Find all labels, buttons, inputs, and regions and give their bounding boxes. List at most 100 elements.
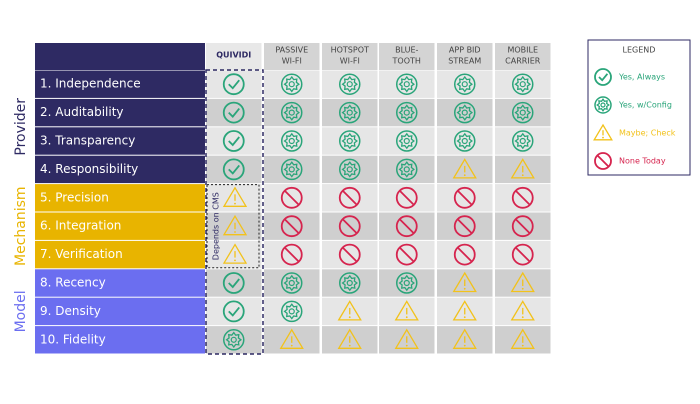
column-header: CARRIER [505,57,541,66]
icon-dot [602,136,604,139]
cell [322,70,378,98]
status-icon [594,68,612,86]
status-icon [279,328,304,349]
icon-hub [288,166,295,173]
icon-circle [512,73,534,95]
icon-hub [403,279,410,287]
status-icon [454,73,476,95]
row-label: 7. Verification [40,247,123,261]
row-label: 9. Density [40,304,101,318]
status-icon [453,243,476,266]
status-icon [594,152,612,170]
row-label-bg [35,98,205,127]
cell [495,70,551,98]
row-label-bg [35,297,205,326]
icon-hub [461,137,468,145]
icon-hub [288,81,295,88]
row-label: 8. Recency [40,276,106,290]
status-icon [511,215,534,238]
status-icon [452,328,477,349]
icon-triangle [452,271,477,293]
status-icon [395,243,418,266]
status-icon [222,158,245,181]
icon-triangle [510,271,535,293]
row-label-bg [35,127,205,155]
icon-triangle [337,300,362,321]
cell [379,70,435,98]
row-label: 3. Transparency [40,134,135,148]
row-label-bg [35,212,205,240]
icon-slash [284,190,300,206]
icon-gear [456,104,473,121]
column-header: QUIVIDI [216,51,251,60]
icon-triangle [452,328,477,349]
icon-slash [515,218,531,234]
icon-slash [284,218,300,234]
icon-dot [521,174,524,177]
status-icon [222,272,245,294]
row-label-bg [35,155,205,184]
icon-circle [339,272,361,294]
icon-circle [396,158,418,181]
icon-hub [403,81,410,88]
icon-slash [342,246,358,263]
status-icon [396,158,418,181]
icon-circle [280,243,303,266]
icon-gear [283,303,300,320]
column-header: WI-FI [340,57,360,66]
icon-triangle [337,328,362,349]
icon-gear [341,132,358,150]
icon-dot [521,344,524,347]
icon-gear [456,75,473,93]
icon-hub [346,166,353,173]
column-header: PASSIVE [275,46,308,55]
icon-circle [396,73,418,95]
icon-circle [281,73,303,95]
status-icon [394,300,419,321]
cell [206,326,262,354]
status-icon [395,215,418,238]
icon-gear [398,104,415,121]
row-label-bg [35,240,205,269]
icon-slash [399,190,415,206]
icon-circle [454,73,476,95]
icon-hub [346,279,353,287]
icon-gear [283,132,300,150]
status-icon [339,130,361,152]
icon-dot [348,344,351,347]
status-icon [452,158,477,179]
cell [264,297,320,326]
icon-circle [594,68,612,86]
status-icon [281,272,303,294]
icon-hub [288,109,295,116]
status-icon [454,101,476,124]
icon-hub [288,279,295,287]
status-icon [280,215,303,238]
legend-label: Yes, Always [618,73,665,82]
row-label: 1. Independence [40,77,141,91]
cell [495,98,551,127]
column-header: APP BID [449,46,481,55]
status-icon [511,186,534,209]
icon-circle [396,272,418,294]
icon-gear [341,161,358,178]
cell [264,127,320,155]
icon-hub [230,336,237,343]
icon-dot [521,287,524,290]
icon-slash [515,246,531,263]
icon-circle [280,215,303,238]
column-header: WI-FI [282,57,302,66]
icon-circle [511,243,534,266]
icon-check [228,136,240,147]
status-icon [338,186,361,209]
status-icon [337,328,362,349]
icon-circle [280,186,303,209]
status-icon [281,158,303,181]
quividi-outline [205,69,264,355]
icon-dot [521,316,524,319]
status-icon [396,101,418,124]
icon-circle [281,101,303,124]
row-label-bg [35,70,205,98]
icon-circle [339,158,361,181]
icon-hub [461,109,468,116]
